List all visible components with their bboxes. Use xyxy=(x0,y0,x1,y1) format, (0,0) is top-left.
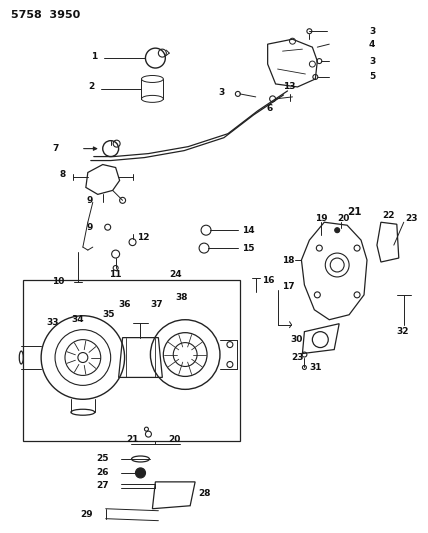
Text: 22: 22 xyxy=(383,211,395,220)
Text: 28: 28 xyxy=(198,489,211,498)
Text: 6: 6 xyxy=(267,104,273,114)
Text: 20: 20 xyxy=(337,214,350,223)
Text: 29: 29 xyxy=(80,510,93,519)
Text: 32: 32 xyxy=(397,327,409,336)
Text: 24: 24 xyxy=(169,270,181,279)
Text: 17: 17 xyxy=(282,282,294,292)
Text: 35: 35 xyxy=(103,310,115,319)
Text: 1: 1 xyxy=(91,52,97,61)
Text: 2: 2 xyxy=(88,83,94,92)
Text: 27: 27 xyxy=(96,481,109,490)
Text: 33: 33 xyxy=(46,318,59,327)
Text: 8: 8 xyxy=(60,170,66,179)
Bar xyxy=(23,280,240,441)
Text: 3: 3 xyxy=(369,56,375,66)
Text: 37: 37 xyxy=(150,300,163,309)
Text: 15: 15 xyxy=(242,244,254,253)
Text: 23: 23 xyxy=(291,353,304,362)
Text: 10: 10 xyxy=(52,277,64,286)
Text: 26: 26 xyxy=(96,469,109,478)
Circle shape xyxy=(335,228,340,233)
Text: 16: 16 xyxy=(262,277,274,286)
Text: 3: 3 xyxy=(369,27,375,36)
Text: 31: 31 xyxy=(309,363,322,372)
Text: 20: 20 xyxy=(168,434,181,443)
Text: 7: 7 xyxy=(53,144,59,153)
Text: 38: 38 xyxy=(175,293,188,302)
Text: 12: 12 xyxy=(137,232,150,241)
Text: 36: 36 xyxy=(119,300,131,309)
Text: 11: 11 xyxy=(110,270,122,279)
Text: 14: 14 xyxy=(242,225,254,235)
Text: 5758  3950: 5758 3950 xyxy=(11,10,80,20)
Text: 13: 13 xyxy=(283,83,296,92)
Text: 30: 30 xyxy=(290,335,303,344)
Text: 5: 5 xyxy=(369,72,375,82)
Text: 9: 9 xyxy=(86,223,93,232)
Text: 25: 25 xyxy=(96,455,109,464)
Text: 23: 23 xyxy=(405,214,417,223)
Text: 4: 4 xyxy=(369,39,375,49)
Text: 34: 34 xyxy=(71,315,83,324)
Text: 9: 9 xyxy=(86,196,93,205)
Text: 19: 19 xyxy=(315,214,327,223)
Text: 18: 18 xyxy=(282,255,294,264)
Text: 21: 21 xyxy=(347,207,362,217)
Circle shape xyxy=(136,468,146,478)
Text: 21: 21 xyxy=(126,434,139,443)
Text: 3: 3 xyxy=(218,88,224,98)
